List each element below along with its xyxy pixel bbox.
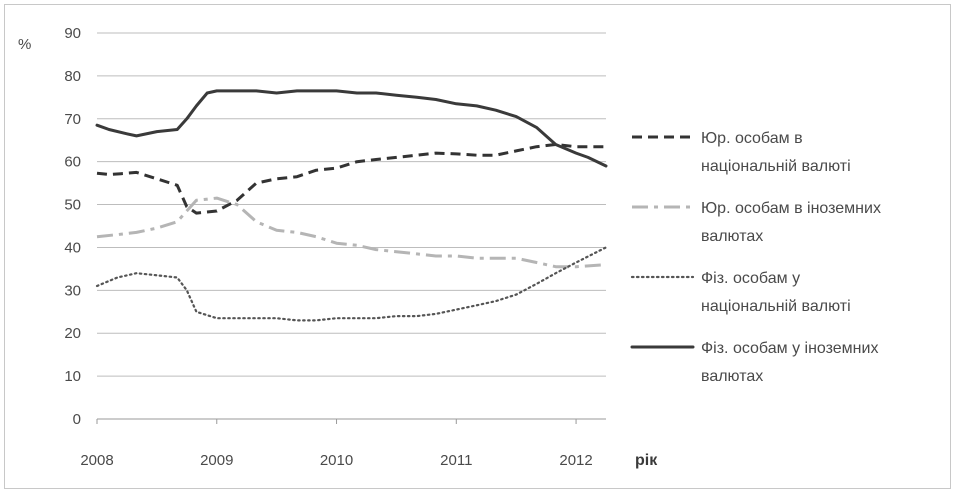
x-tick-label: 2012 bbox=[559, 452, 592, 469]
legend-label: Юр. особам в іноземних bbox=[701, 200, 881, 217]
y-tick-label: 90 bbox=[64, 25, 81, 42]
legend-label: національній валюті bbox=[701, 298, 851, 315]
series-line-2 bbox=[96, 196, 607, 269]
legend-label: Юр. особам в bbox=[701, 130, 803, 147]
legend-label: валютах bbox=[701, 228, 763, 245]
y-tick-label: 10 bbox=[64, 368, 81, 385]
x-axis-title: рік bbox=[635, 452, 658, 469]
legend-label: Фіз. особам у bbox=[701, 270, 800, 287]
y-tick-label: 80 bbox=[64, 68, 81, 85]
y-tick-label: 30 bbox=[64, 282, 81, 299]
y-tick-label: 40 bbox=[64, 239, 81, 256]
series-line-3 bbox=[95, 246, 608, 322]
legend-label: валютах bbox=[701, 368, 763, 385]
chart-frame: 0 10 20 30 40 50 60 70 80 90 2008 2009 2010 2011 2012… bbox=[4, 4, 951, 489]
x-tick-label: 2011 bbox=[440, 452, 472, 469]
y-tick-label: 50 bbox=[64, 197, 81, 214]
y-axis-unit: % bbox=[18, 36, 31, 53]
series-lines bbox=[95, 89, 608, 322]
legend-label: Фіз. особам у іноземних bbox=[701, 340, 878, 357]
legend: Юр. особам в національній валюті Юр. особа… bbox=[630, 130, 881, 385]
x-axis-ticks: 2008 2009 2010 2011 2012 bbox=[80, 419, 593, 469]
y-tick-label: 70 bbox=[64, 111, 81, 128]
y-tick-label: 0 bbox=[73, 411, 81, 428]
y-axis-ticks: 0 10 20 30 40 50 60 70 80 90 bbox=[64, 25, 81, 428]
line-chart: 0 10 20 30 40 50 60 70 80 90 2008 2009 2010 2011 2012… bbox=[18, 25, 881, 469]
x-tick-label: 2009 bbox=[200, 452, 233, 469]
series-line-4 bbox=[95, 89, 608, 168]
x-tick-label: 2010 bbox=[320, 452, 353, 469]
y-tick-label: 60 bbox=[64, 154, 81, 171]
series-line-1 bbox=[96, 143, 606, 215]
legend-label: національній валюті bbox=[701, 158, 851, 175]
y-tick-label: 20 bbox=[64, 325, 81, 342]
x-tick-label: 2008 bbox=[80, 452, 113, 469]
gridlines bbox=[97, 32, 606, 420]
